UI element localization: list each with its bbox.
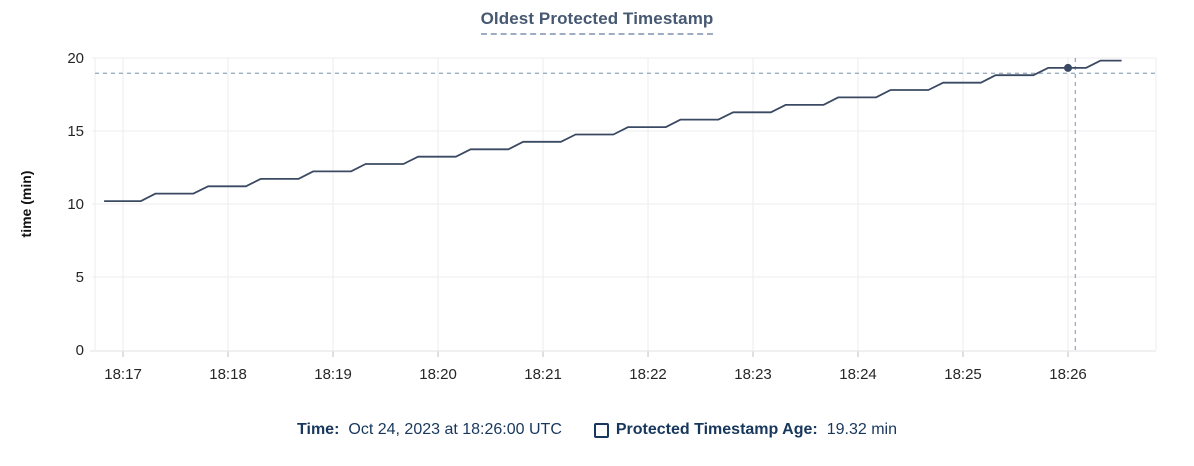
x-tick-label: 18:18 [209,366,247,383]
plot-hover-area[interactable] [95,58,1156,350]
hover-point [1064,63,1073,72]
series-toggle-checkbox[interactable] [593,422,609,438]
chart-title[interactable]: Oldest Protected Timestamp [480,9,714,35]
legend-series-label: Protected Timestamp Age: [615,421,818,438]
x-tick-label: 18:26 [1049,366,1087,383]
series-line [104,59,1122,203]
x-tick-label: 18:25 [944,366,982,383]
x-tick-label: 18:21 [524,366,562,383]
legend-series-value: 19.32 min [826,421,897,438]
x-tick-label: 18:19 [314,366,352,383]
legend-time-label: Time: [297,421,340,438]
y-tick-label: 15 [67,123,84,140]
y-axis-label: time (min) [18,170,34,238]
timeseries-chart[interactable]: 18:17 18:18 18:19 18:20 18:21 18:22 18:23 18:24… [0,0,1194,400]
x-tick-label: 18:22 [629,366,667,383]
chart-legend: Time: Oct 24, 2023 at 18:26:00 UTC Prote… [0,421,1194,439]
x-tick-label: 18:20 [419,366,457,383]
y-tick-label: 0 [76,342,84,359]
y-tick-label: 10 [67,196,84,213]
x-tick-label: 18:23 [734,366,772,383]
legend-time-value: Oct 24, 2023 at 18:26:00 UTC [348,421,562,438]
y-tick-label: 5 [76,269,84,286]
chart-header: Oldest Protected Timestamp [0,9,1194,35]
y-tick-label: 20 [67,50,84,67]
x-tick-label: 18:17 [104,366,142,383]
x-tick-label: 18:24 [839,366,877,383]
